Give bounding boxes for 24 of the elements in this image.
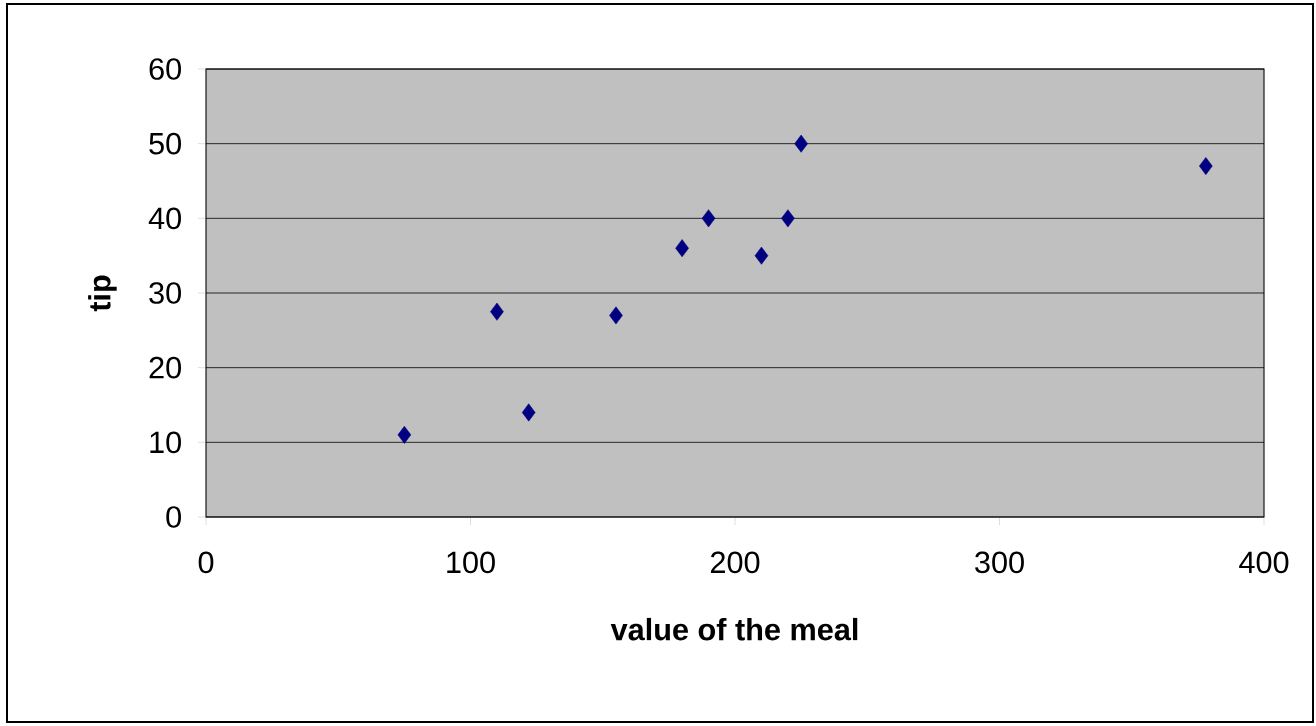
point [1199, 157, 1213, 175]
y-tick-label: 0 [166, 506, 181, 528]
point [397, 425, 412, 444]
x-axis-title: value of the meal [610, 617, 858, 641]
y-tick-label: 10 [150, 431, 181, 454]
y-axis-title: tip [88, 275, 117, 312]
point [781, 209, 795, 228]
point [675, 239, 689, 258]
x-tick-label: 300 [975, 551, 1024, 574]
point [794, 134, 808, 153]
x-tick-label: 400 [1239, 551, 1289, 574]
point [609, 306, 623, 325]
y-tick-label: 20 [149, 356, 181, 379]
y-tick-label: 40 [148, 207, 181, 230]
y-tick-label: 60 [149, 58, 181, 80]
point [490, 302, 504, 321]
x-tick-label: 100 [447, 551, 495, 574]
x-tick-label: 200 [710, 551, 760, 574]
y-tick-label: 50 [149, 132, 181, 155]
x-tick-label: 0 [198, 551, 214, 574]
point [701, 209, 716, 228]
point [754, 246, 769, 265]
point [521, 403, 536, 422]
y-tick-label: 30 [149, 282, 181, 304]
